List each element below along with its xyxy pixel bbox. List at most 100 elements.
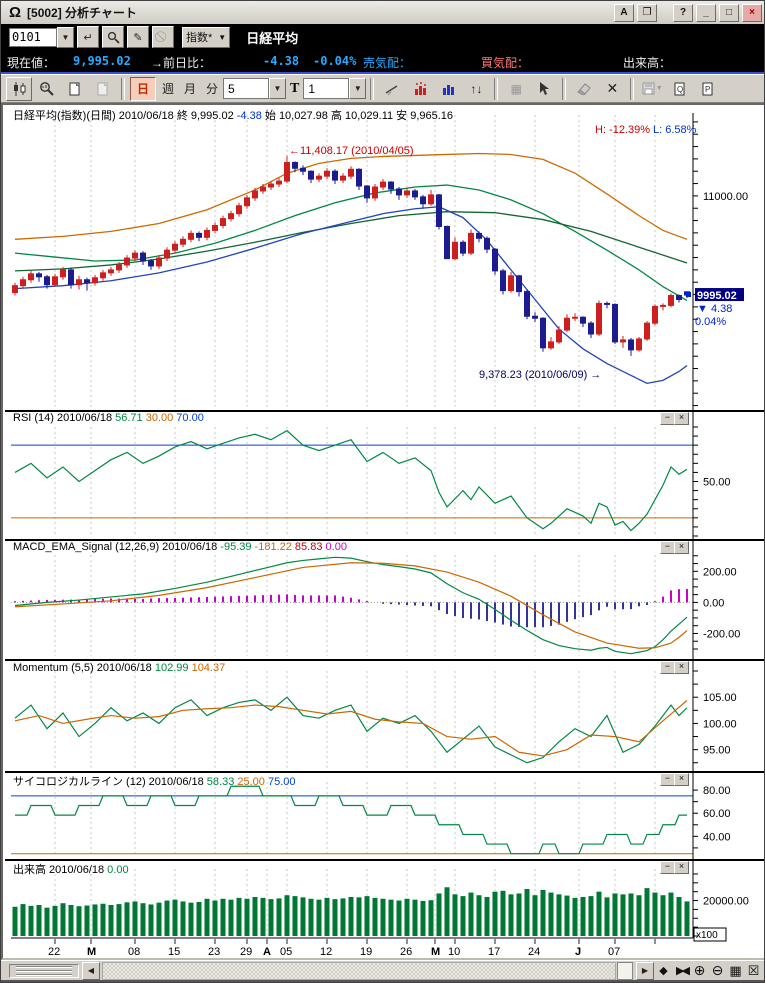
period-day-button[interactable]: 日 bbox=[130, 76, 156, 101]
scrollbar-thumb[interactable] bbox=[617, 961, 633, 980]
sort-button[interactable]: ↑↓ bbox=[463, 76, 490, 101]
candle bbox=[628, 339, 634, 351]
volume-bar bbox=[84, 905, 90, 936]
volume-bar bbox=[572, 897, 578, 936]
panel-minimize-button[interactable]: − bbox=[660, 861, 675, 874]
panel-header-segment: -181.22 bbox=[251, 541, 292, 553]
candlestick-chart-button[interactable] bbox=[6, 76, 32, 101]
panel-close-button[interactable]: × bbox=[674, 861, 689, 874]
volume-multiplier-box bbox=[693, 927, 727, 942]
maximize-button[interactable]: □ bbox=[719, 3, 739, 22]
up-bars-button[interactable] bbox=[407, 76, 434, 101]
x-axis-label: 26 bbox=[400, 946, 412, 958]
zoom-in-button[interactable]: ⊕ bbox=[693, 962, 706, 978]
symbol-enter-button[interactable]: ↵ bbox=[77, 26, 99, 48]
period-week-button[interactable]: 週 bbox=[161, 82, 174, 96]
zoom-chart-button[interactable] bbox=[34, 76, 60, 101]
chart-area: 11000.00 9995.02 ▼ 4.38 0.04% 50.00 200.00 0.0… bbox=[1, 103, 764, 960]
unit-combo[interactable]: 1 bbox=[303, 78, 350, 99]
chevron-down-icon: ▼ bbox=[655, 85, 663, 92]
copy-window-button[interactable]: ❐ bbox=[637, 3, 657, 22]
page-q-icon: Q bbox=[674, 82, 685, 96]
svg-text:P: P bbox=[705, 85, 710, 94]
panel-separator bbox=[5, 859, 764, 861]
panel-header-segment: 30.00 bbox=[142, 412, 174, 424]
candle bbox=[660, 304, 666, 307]
save-button[interactable]: ▼ bbox=[639, 76, 666, 101]
span-combo-dropdown[interactable]: ▼ bbox=[269, 78, 286, 99]
x-axis-label: 22 bbox=[48, 946, 60, 958]
candle bbox=[180, 238, 186, 245]
candle bbox=[356, 168, 362, 187]
panel-minimize-button[interactable]: − bbox=[660, 412, 675, 425]
symbol-search-button[interactable] bbox=[102, 26, 124, 48]
panel-minimize-button[interactable]: − bbox=[660, 661, 675, 674]
volume-bar bbox=[484, 897, 490, 936]
volume-bar bbox=[108, 904, 114, 936]
close-button[interactable]: × bbox=[742, 3, 762, 22]
candle bbox=[492, 248, 498, 272]
symbol-edit-button[interactable]: ✎ bbox=[127, 26, 149, 48]
expand-button[interactable]: ◆ bbox=[659, 965, 668, 977]
volume-bar bbox=[180, 901, 186, 936]
panel-separator bbox=[5, 771, 764, 773]
panel-separator bbox=[5, 539, 764, 541]
scrollbar-track[interactable] bbox=[102, 961, 616, 980]
splitter-grip[interactable] bbox=[9, 963, 79, 978]
price-badge bbox=[695, 288, 744, 302]
zoom-out-button[interactable]: ⊖ bbox=[711, 962, 724, 978]
panel-close-button[interactable]: × bbox=[674, 541, 689, 554]
volume-bar bbox=[444, 887, 450, 936]
font-button[interactable]: A bbox=[614, 3, 634, 22]
delete-button[interactable]: ✕ bbox=[599, 76, 626, 101]
candle bbox=[468, 232, 474, 254]
trendline-button[interactable] bbox=[379, 76, 406, 101]
panel-header-segment: 56.71 bbox=[115, 412, 143, 424]
annotation-high: ←11,408.17 (2010/04/05) bbox=[289, 145, 414, 157]
grid-layout-button[interactable]: ▦ bbox=[503, 76, 530, 101]
unit-combo-dropdown[interactable]: ▼ bbox=[349, 78, 367, 99]
volume-bar bbox=[156, 902, 162, 936]
down-bars-button[interactable] bbox=[435, 76, 462, 101]
volume-bar bbox=[172, 899, 178, 936]
period-minute-button[interactable]: 分 bbox=[205, 82, 218, 96]
span-combo[interactable]: 5 bbox=[223, 78, 269, 99]
pointer-tool-button[interactable] bbox=[531, 76, 558, 101]
price-badge-change: ▼ 4.38 bbox=[697, 303, 732, 315]
volume-bar bbox=[324, 897, 330, 936]
candle bbox=[332, 170, 338, 181]
compress-button[interactable]: ▶◀ bbox=[676, 965, 690, 977]
minimize-button[interactable]: _ bbox=[696, 3, 716, 22]
candle bbox=[60, 269, 66, 278]
close-subchart-button[interactable]: ☒ bbox=[747, 962, 760, 978]
y-tick-label: 105.00 bbox=[703, 692, 737, 704]
symbol-noedit-button[interactable]: ⃠ bbox=[152, 26, 174, 48]
symbol-code-input[interactable] bbox=[9, 27, 57, 47]
panel-close-button[interactable]: × bbox=[674, 412, 689, 425]
scroll-right-button[interactable]: ▶ bbox=[636, 961, 654, 980]
volume-bar bbox=[148, 904, 154, 936]
eraser-button[interactable] bbox=[571, 76, 598, 101]
volume-bar bbox=[620, 894, 626, 936]
period-month-button[interactable]: 月 bbox=[183, 82, 196, 96]
copy-chart-button[interactable] bbox=[62, 76, 88, 101]
panel-header-segment: 58.33 bbox=[206, 776, 235, 788]
page-p-button[interactable]: P bbox=[695, 76, 722, 101]
grid-button[interactable]: ▦ bbox=[729, 962, 742, 978]
panel-minimize-button[interactable]: − bbox=[660, 773, 675, 786]
paste-chart-button[interactable] bbox=[90, 76, 116, 101]
panel-close-button[interactable]: × bbox=[674, 773, 689, 786]
panel-minimize-button[interactable]: − bbox=[660, 541, 675, 554]
volume-bar bbox=[476, 895, 482, 936]
candle bbox=[340, 175, 346, 181]
eraser-icon bbox=[577, 83, 592, 95]
symbol-dropdown-button[interactable]: ▼ bbox=[57, 26, 74, 48]
page-q-button[interactable]: Q bbox=[667, 76, 694, 101]
scroll-left-button[interactable]: ◀ bbox=[82, 961, 100, 980]
panel-close-button[interactable]: × bbox=[674, 661, 689, 674]
candle bbox=[380, 181, 386, 188]
volume-bar bbox=[68, 904, 74, 936]
market-select[interactable]: 指数* ▼ bbox=[182, 26, 231, 48]
candle bbox=[124, 257, 130, 266]
help-button[interactable]: ? bbox=[673, 3, 693, 22]
